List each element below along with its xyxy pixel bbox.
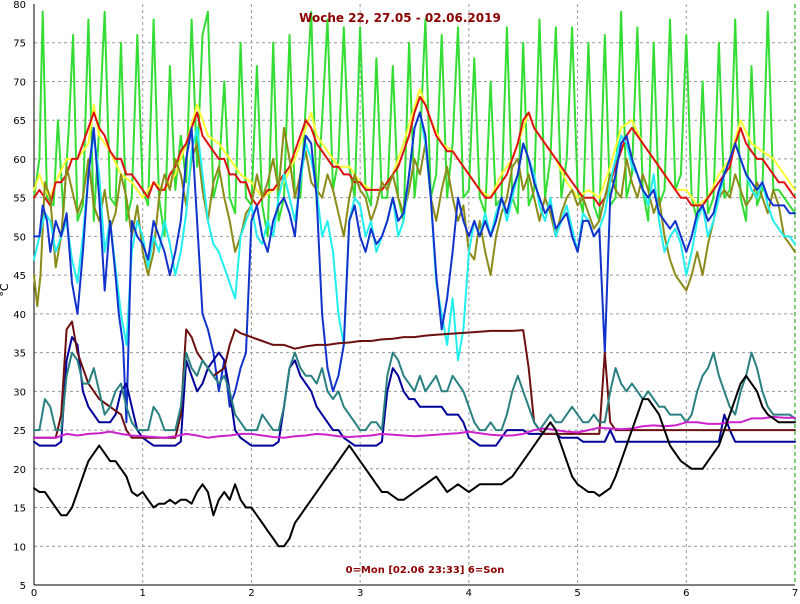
y-tick-label: 30 [13, 387, 26, 398]
y-axis-label: °C [0, 283, 11, 297]
y-tick-label: 40 [13, 310, 26, 321]
x-tick-label: 6 [683, 588, 689, 599]
y-tick-label: 55 [13, 194, 26, 205]
y-tick-label: 5 [20, 581, 26, 592]
chart-footer: 0=Mon [02.06 23:33] 6=Son [346, 565, 505, 576]
series-line-1 [33, 10, 796, 238]
x-tick-label: 5 [574, 588, 580, 599]
series-line-4 [33, 126, 796, 308]
x-tick-label: 1 [140, 588, 146, 599]
x-tick-label: 3 [357, 588, 363, 599]
y-tick-label: 60 [13, 155, 26, 166]
y-tick-label: 80 [13, 0, 26, 11]
series-layer [33, 10, 796, 548]
y-tick-label: 75 [13, 39, 26, 50]
series-line-6 [33, 111, 796, 424]
y-tick-label: 25 [13, 426, 26, 437]
y-tick-label: 70 [13, 77, 26, 88]
y-tick-label: 65 [13, 116, 26, 127]
x-tick-label: 7 [792, 588, 798, 599]
y-tick-label: 10 [13, 542, 26, 553]
y-tick-label: 20 [13, 465, 26, 476]
x-tick-label: 4 [466, 588, 472, 599]
y-tick-label: 15 [13, 504, 26, 515]
y-tick-label: 45 [13, 271, 26, 282]
y-tick-label: 50 [13, 232, 26, 243]
series-line-10 [33, 415, 796, 439]
x-tick-label: 2 [248, 588, 254, 599]
x-tick-label: 0 [31, 588, 37, 599]
series-line-9 [33, 351, 796, 432]
chart-title: Woche 22, 27.05 - 02.06.2019 [299, 11, 501, 25]
y-tick-label: 35 [13, 349, 26, 360]
series-line-11 [33, 374, 796, 548]
